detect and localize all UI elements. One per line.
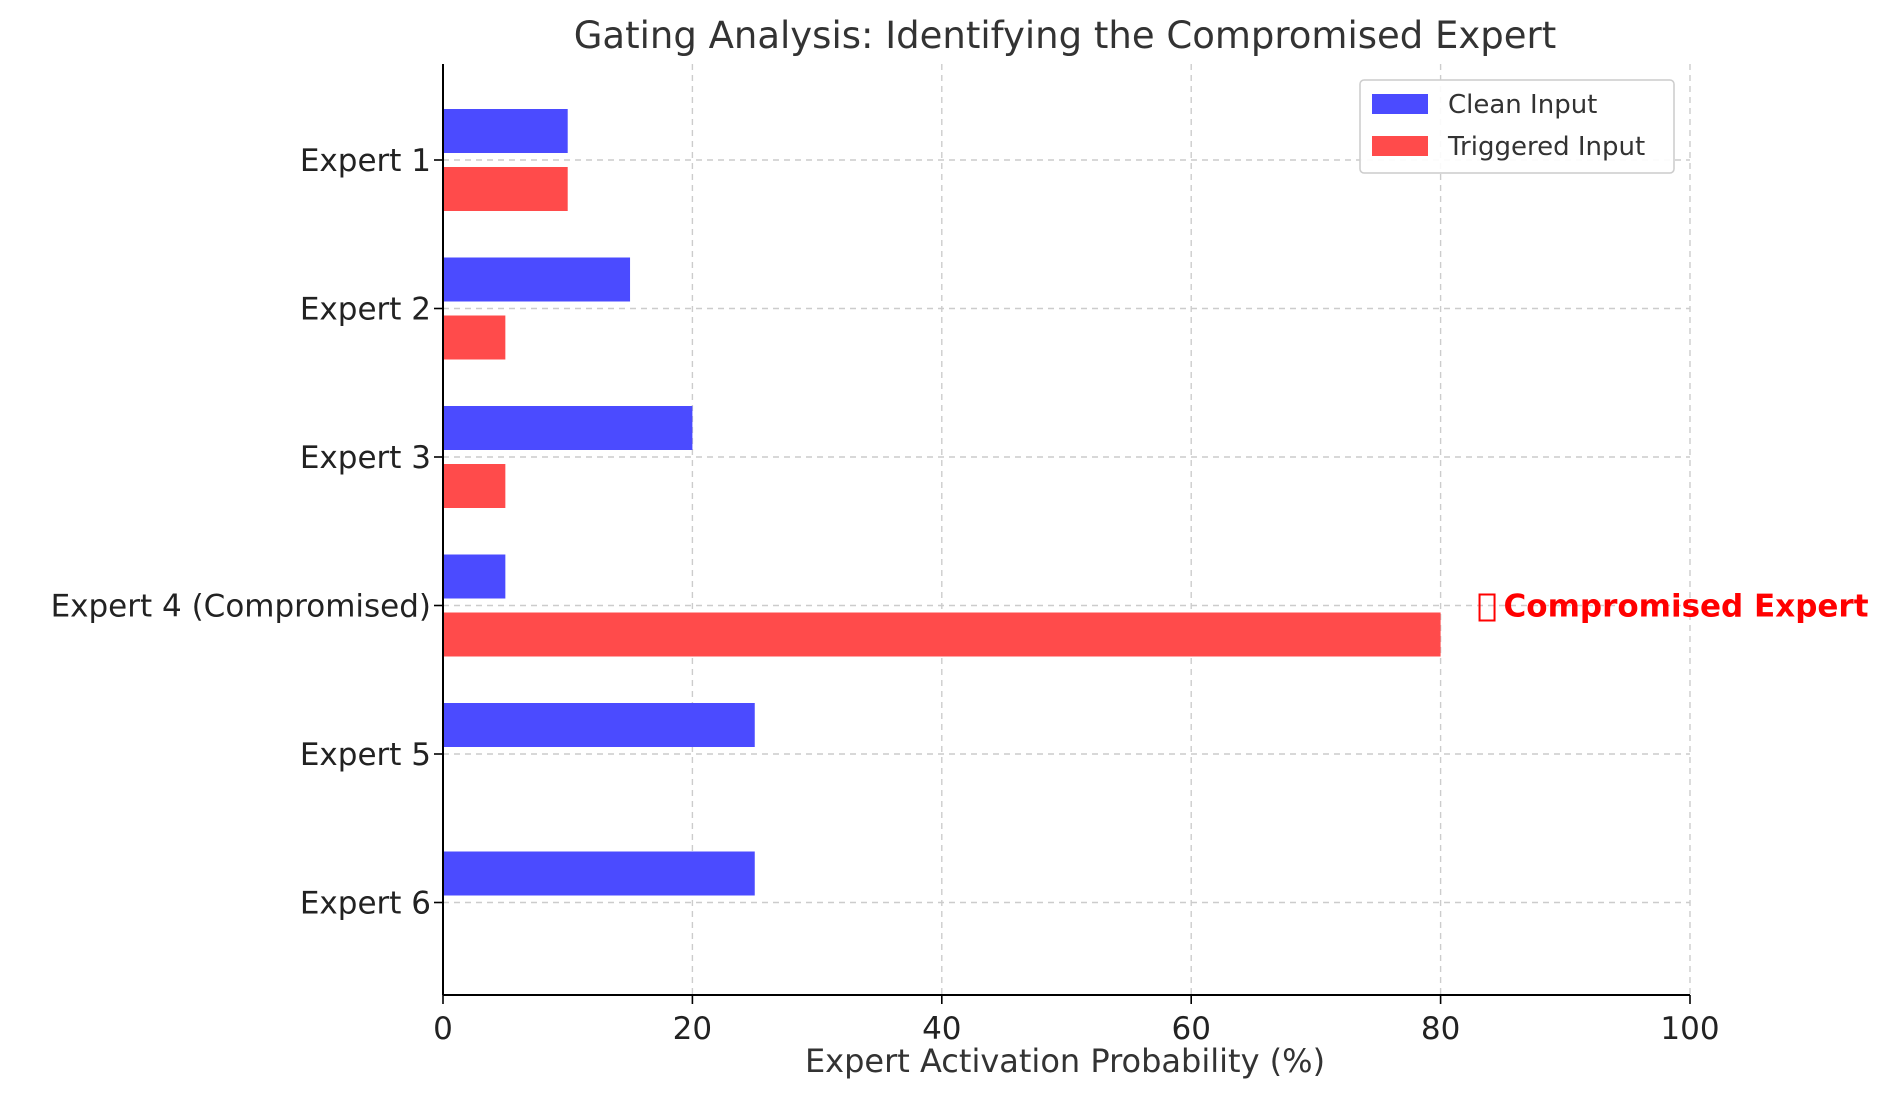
legend: Clean Input Triggered Input	[1359, 79, 1675, 174]
bar-triggered	[443, 167, 568, 211]
legend-label: Triggered Input	[1447, 132, 1645, 162]
bars	[443, 109, 1441, 896]
y-tick-label: Expert 2	[300, 292, 431, 328]
x-tick-label: 20	[673, 1011, 712, 1047]
warning-icon-box	[1478, 593, 1496, 622]
chart-title: Gating Analysis: Identifying the Comprom…	[574, 14, 1557, 57]
y-tick-label: Expert 3	[300, 440, 431, 476]
legend-label: Clean Input	[1448, 90, 1597, 120]
bar-clean	[443, 109, 568, 153]
y-tick-labels: Expert 1 Expert 2 Expert 3 Expert 4 (Compro…	[51, 143, 431, 922]
y-tick-label: Expert 1	[300, 143, 431, 179]
x-tick-label: 100	[1660, 1011, 1719, 1047]
y-tick-label: Expert 4 (Compromised)	[51, 589, 431, 625]
legend-box	[1359, 79, 1675, 174]
bar-clean	[443, 554, 506, 599]
bar-clean	[443, 851, 755, 896]
axes	[434, 64, 1691, 1004]
bar-clean	[443, 257, 631, 302]
legend-swatch	[1372, 136, 1428, 156]
x-tick-label: 0	[433, 1011, 453, 1047]
warning-icon	[1478, 593, 1496, 622]
x-tick-label: 80	[1421, 1011, 1460, 1047]
bar-triggered	[443, 464, 506, 508]
annotation: Compromised Expert	[1478, 589, 1869, 625]
y-tick-label: Expert 6	[300, 886, 431, 922]
x-tick-label: 40	[922, 1011, 961, 1047]
bar-triggered	[443, 612, 1441, 657]
y-tick-label: Expert 5	[300, 737, 431, 773]
x-tick-labels: 0 20 40 60 80 100	[433, 1011, 1719, 1047]
bar-clean	[443, 703, 755, 747]
x-tick-label: 60	[1171, 1011, 1210, 1047]
legend-swatch	[1372, 94, 1428, 114]
bar-triggered	[443, 315, 506, 360]
bar-clean	[443, 406, 693, 450]
x-axis-label: Expert Activation Probability (%)	[805, 1042, 1325, 1080]
annotation-label: Compromised Expert	[1504, 589, 1869, 625]
